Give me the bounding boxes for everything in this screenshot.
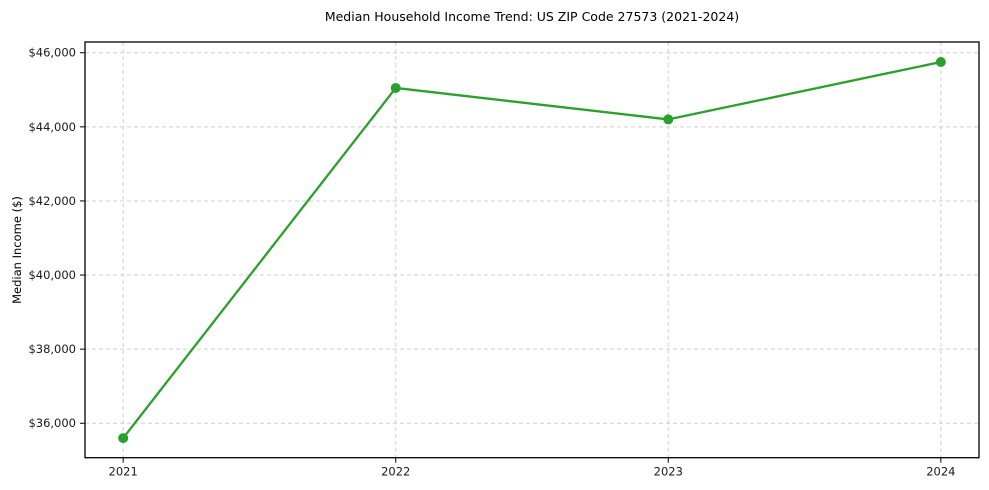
data-point-2023 bbox=[663, 114, 674, 125]
y-tick-label: $38,000 bbox=[28, 342, 76, 356]
y-tick-label: $46,000 bbox=[28, 46, 76, 60]
y-tick-label: $42,000 bbox=[28, 194, 76, 208]
data-point-2021 bbox=[118, 433, 129, 444]
x-tick-label: 2023 bbox=[654, 465, 683, 479]
y-tick-label: $40,000 bbox=[28, 268, 76, 282]
x-tick-label: 2024 bbox=[926, 465, 955, 479]
data-point-2024 bbox=[935, 57, 946, 68]
x-tick-label: 2022 bbox=[381, 465, 410, 479]
plot-border bbox=[84, 41, 980, 459]
y-tick-label: $36,000 bbox=[28, 416, 76, 430]
data-line bbox=[122, 60, 942, 440]
y-tick-label: $44,000 bbox=[28, 120, 76, 134]
data-point-2022 bbox=[390, 82, 401, 93]
chart-title: Median Household Income Trend: US ZIP Co… bbox=[324, 9, 740, 24]
x-tick-label: 2021 bbox=[109, 465, 138, 479]
